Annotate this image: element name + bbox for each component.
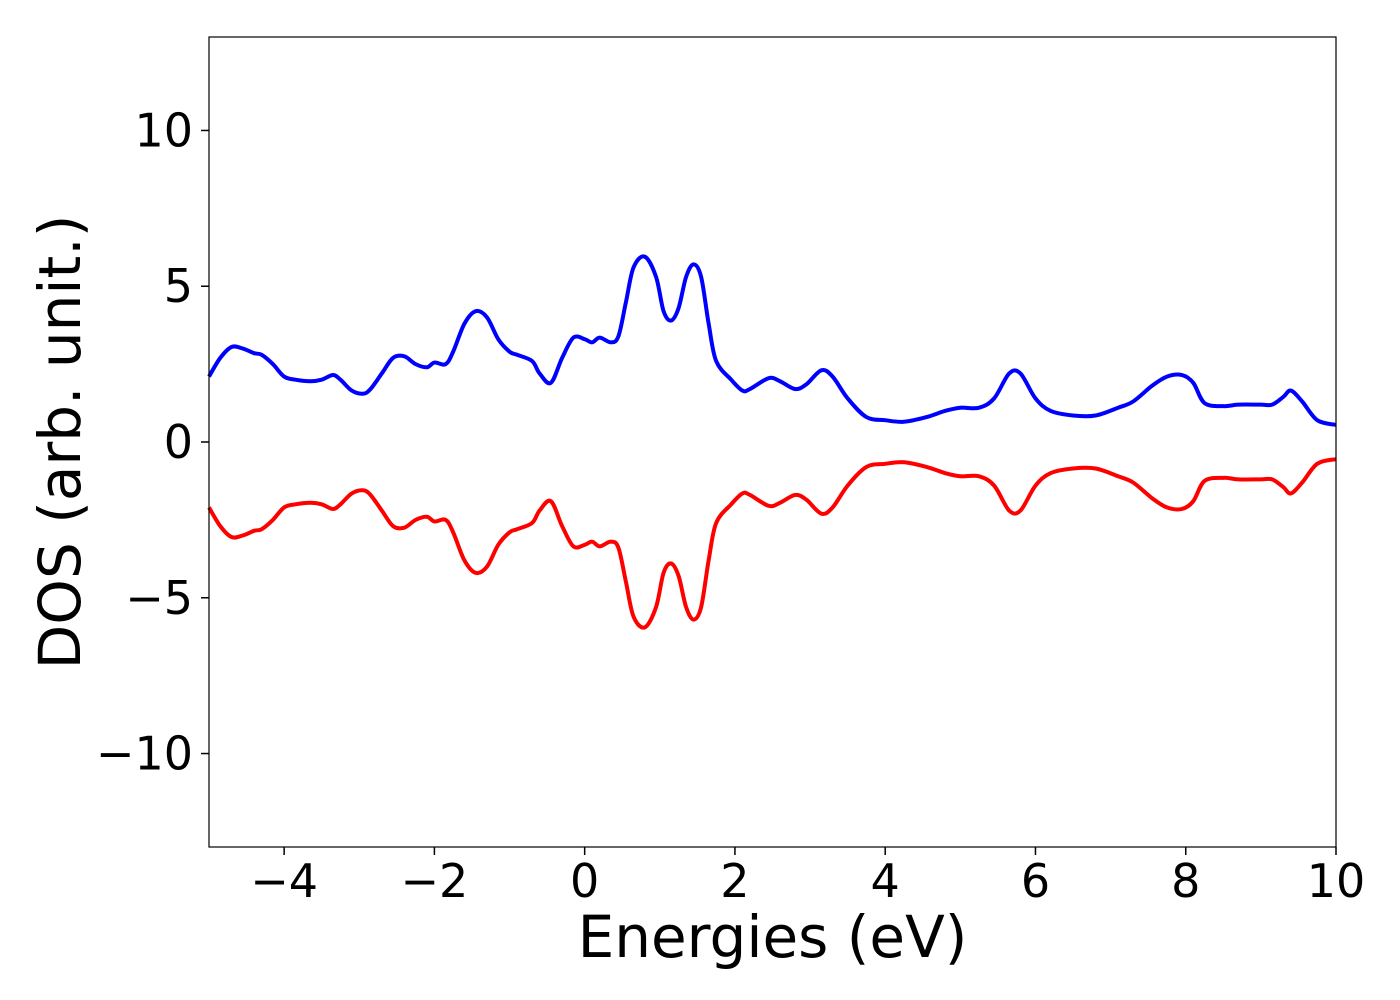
x-axis-label: Energies (eV) [578, 903, 968, 971]
series-layer [207, 254, 1337, 630]
x-tick-label: −2 [400, 854, 468, 908]
x-tick-label: 4 [871, 854, 900, 908]
x-tick-label: −4 [250, 854, 318, 908]
y-tick-label: 0 [164, 415, 193, 469]
x-tick-label: 0 [570, 854, 599, 908]
x-tick-label: 8 [1171, 854, 1200, 908]
y-tick-label: 10 [134, 103, 193, 157]
x-tick-label: 2 [720, 854, 749, 908]
series-line-red [207, 457, 1337, 630]
x-tick-label: 6 [1021, 854, 1050, 908]
y-tick-label: −5 [125, 571, 193, 625]
y-tick-label: 5 [164, 259, 193, 313]
plot-frame [208, 36, 1337, 848]
series-line-blue [207, 254, 1337, 427]
x-ticks: −4 −2 0 2 4 6 8 10 [250, 847, 1365, 908]
y-ticks: −10 −5 0 5 10 [96, 103, 209, 781]
y-tick-label: −10 [96, 727, 193, 781]
x-tick-label: 10 [1307, 854, 1366, 908]
y-axis-label: DOS (arb. unit.) [26, 215, 94, 670]
